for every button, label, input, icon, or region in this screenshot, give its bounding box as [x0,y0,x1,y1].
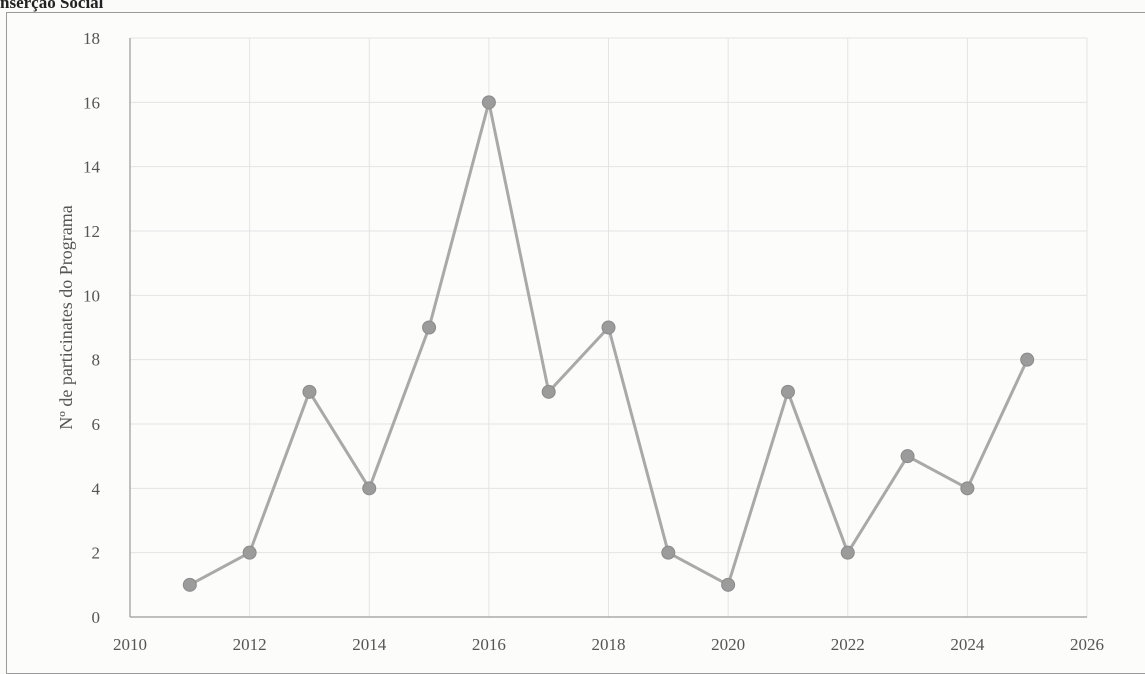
data-point [721,577,736,592]
x-tick-label: 2020 [711,635,745,654]
x-tick-labels: 2010 2012 2014 2016 2018 2020 2022 2024 2026 [113,635,1104,654]
y-tick-label: 12 [83,222,100,241]
y-tick-label: 16 [83,93,100,112]
y-tick-label: 2 [92,544,101,563]
x-tick-label: 2016 [472,635,506,654]
x-tick-label: 2026 [1070,635,1104,654]
data-point [900,449,915,464]
y-tick-label: 10 [83,286,100,305]
y-axis-label: Nº de particinates do Programa [56,205,76,430]
x-tick-label: 2018 [592,635,626,654]
axes [129,38,1087,618]
data-point [302,384,317,399]
y-tick-label: 8 [92,351,101,370]
y-tick-label: 4 [92,479,101,498]
y-tick-labels: 0 2 4 6 8 10 12 14 16 18 [83,29,101,627]
grid-lines [130,37,1088,617]
data-point [242,545,257,560]
data-point [601,320,616,335]
data-point [422,320,437,335]
data-point [541,384,556,399]
data-point [780,384,795,399]
y-tick-label: 14 [83,158,101,177]
x-tick-label: 2024 [950,635,985,654]
data-point [362,481,377,496]
data-point [661,545,676,560]
data-point [1020,352,1035,367]
x-tick-label: 2010 [113,635,147,654]
data-point [481,95,496,110]
y-tick-label: 0 [92,608,101,627]
x-tick-label: 2012 [233,635,267,654]
y-tick-label: 6 [92,415,101,434]
y-tick-label: 18 [83,29,100,48]
page-heading: nserção Social [0,0,104,12]
x-tick-label: 2014 [352,635,387,654]
x-tick-label: 2022 [831,635,865,654]
data-point [840,545,855,560]
data-point [960,481,975,496]
data-point [182,577,197,592]
series-layer [182,95,1035,592]
